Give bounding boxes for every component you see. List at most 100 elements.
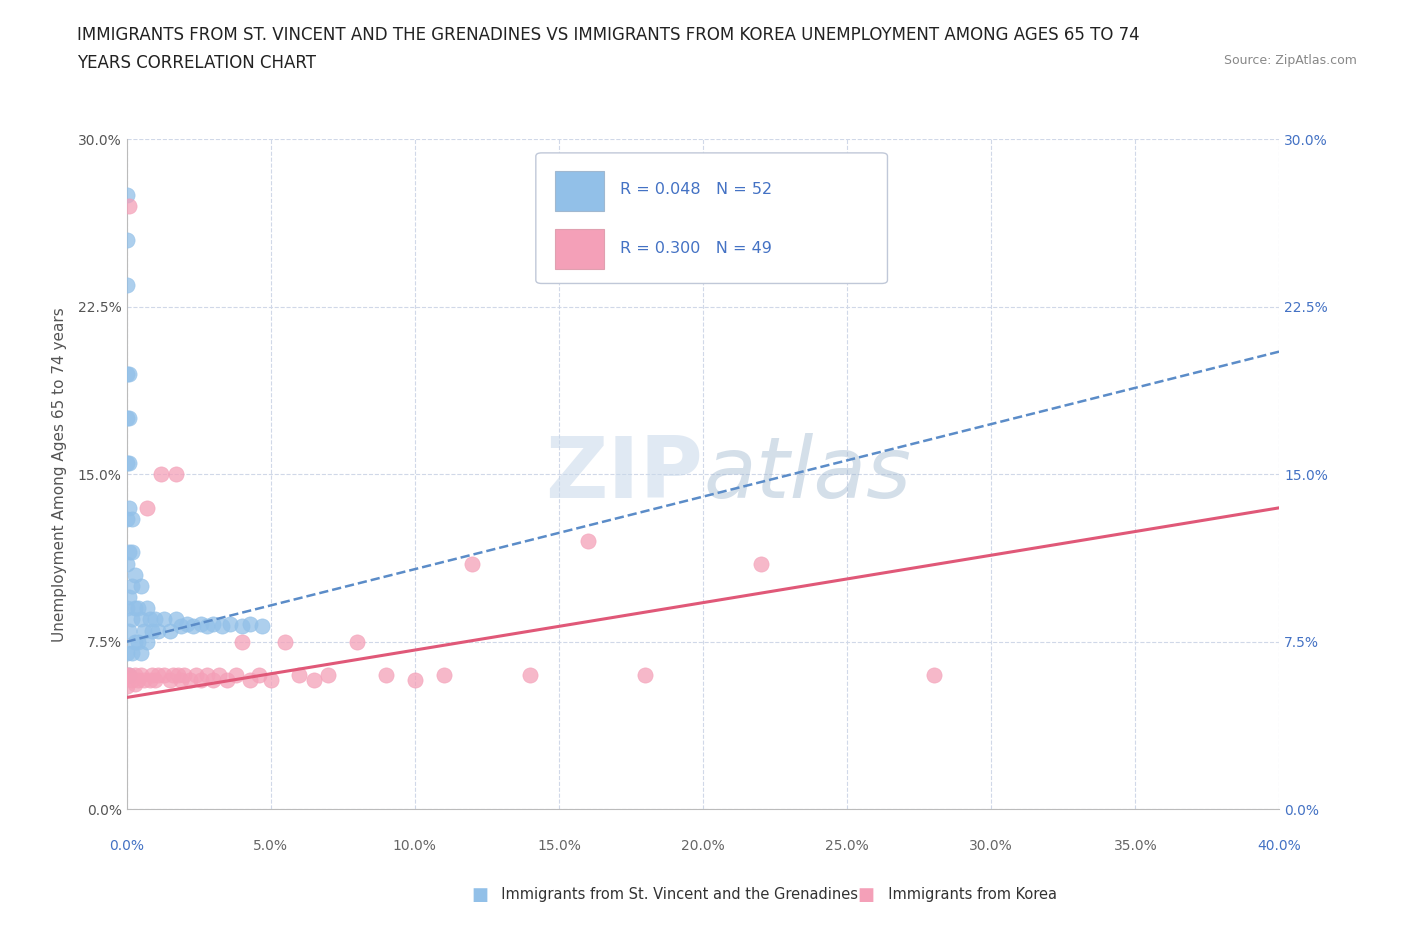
Point [141, 668, 163, 683]
Text: 20.0%: 20.0% [681, 839, 725, 853]
Point [118, 199, 141, 214]
Point [217, 672, 239, 687]
Point [184, 668, 207, 683]
Text: ZIP: ZIP [546, 432, 703, 516]
Point [118, 411, 141, 426]
Text: ■: ■ [471, 885, 488, 904]
Point [127, 601, 149, 616]
Point [165, 612, 187, 627]
Point [634, 668, 657, 683]
Point [259, 672, 281, 687]
Point [318, 668, 340, 683]
Point [148, 623, 170, 638]
FancyBboxPatch shape [555, 229, 603, 269]
Text: Immigrants from St. Vincent and the Grenadines: Immigrants from St. Vincent and the Gren… [492, 887, 858, 902]
Text: 40.0%: 40.0% [1257, 839, 1302, 853]
Point [302, 672, 325, 687]
Point [922, 668, 945, 683]
Point [181, 618, 204, 633]
Point [250, 618, 273, 633]
Point [127, 634, 149, 649]
Point [288, 668, 311, 683]
Point [195, 668, 218, 683]
Text: 35.0%: 35.0% [1114, 839, 1157, 853]
Point [274, 634, 297, 649]
Point [124, 567, 146, 582]
Text: 5.0%: 5.0% [253, 839, 288, 853]
Point [190, 672, 212, 687]
Point [165, 467, 187, 482]
Point [124, 668, 146, 683]
Point [129, 668, 152, 683]
Point [115, 679, 138, 694]
Point [138, 672, 160, 687]
Point [170, 618, 193, 633]
Point [121, 645, 143, 660]
Point [115, 232, 138, 247]
Point [135, 601, 157, 616]
Point [225, 668, 247, 683]
Point [153, 668, 176, 683]
Point [749, 556, 772, 571]
FancyBboxPatch shape [536, 153, 887, 284]
Point [115, 556, 138, 571]
Point [231, 618, 253, 633]
Point [124, 601, 146, 616]
Point [132, 623, 155, 638]
Point [195, 618, 218, 633]
Point [219, 617, 242, 631]
Point [176, 617, 198, 631]
Point [159, 672, 181, 687]
Point [118, 668, 141, 683]
Point [138, 612, 160, 627]
Point [211, 618, 233, 633]
Point [202, 617, 225, 631]
Text: YEARS CORRELATION CHART: YEARS CORRELATION CHART [77, 54, 316, 72]
Text: IMMIGRANTS FROM ST. VINCENT AND THE GRENADINES VS IMMIGRANTS FROM KOREA UNEMPLOY: IMMIGRANTS FROM ST. VINCENT AND THE GREN… [77, 26, 1140, 44]
Point [519, 668, 541, 683]
Point [159, 623, 181, 638]
Point [124, 677, 146, 692]
Point [404, 672, 426, 687]
Point [202, 672, 225, 687]
Point [124, 634, 146, 649]
Point [162, 668, 184, 683]
Point [121, 672, 143, 687]
Point [115, 277, 138, 292]
Point [374, 668, 398, 683]
Text: 10.0%: 10.0% [392, 839, 437, 853]
Point [173, 668, 195, 683]
Point [118, 668, 141, 683]
Text: 30.0%: 30.0% [969, 839, 1014, 853]
Point [129, 612, 152, 627]
Point [239, 617, 262, 631]
Text: atlas: atlas [703, 432, 911, 516]
Point [129, 645, 152, 660]
Point [239, 672, 262, 687]
Point [145, 672, 166, 687]
Text: ■: ■ [858, 885, 875, 904]
Y-axis label: Unemployment Among Ages 65 to 74 years: Unemployment Among Ages 65 to 74 years [52, 307, 66, 642]
Point [118, 500, 141, 515]
Point [150, 467, 173, 482]
Point [118, 545, 141, 560]
Point [127, 672, 149, 687]
Point [170, 672, 193, 687]
Point [190, 617, 212, 631]
Point [576, 534, 599, 549]
Text: Source: ZipAtlas.com: Source: ZipAtlas.com [1223, 54, 1357, 67]
Text: R = 0.048   N = 52: R = 0.048 N = 52 [620, 182, 772, 197]
Point [118, 456, 141, 471]
Point [135, 634, 157, 649]
Point [433, 668, 456, 683]
Point [346, 634, 368, 649]
Point [115, 411, 138, 426]
Point [115, 456, 138, 471]
Point [461, 556, 484, 571]
Point [115, 512, 138, 526]
Point [115, 188, 138, 203]
Point [141, 623, 163, 638]
Point [148, 668, 170, 683]
Point [179, 672, 201, 687]
Text: R = 0.300   N = 49: R = 0.300 N = 49 [620, 241, 772, 256]
